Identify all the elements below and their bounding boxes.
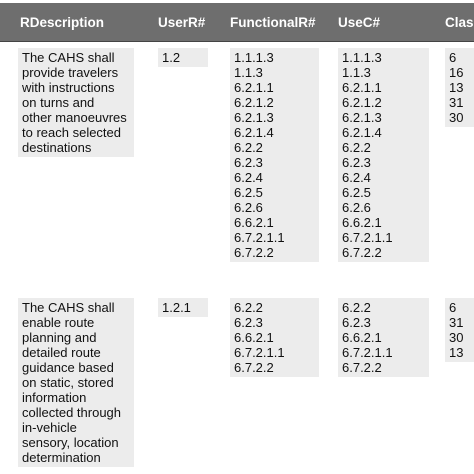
cell-line: 6.6.2.1 bbox=[234, 215, 274, 230]
table-cell: 6.2.2 6.2.3 6.6.2.1 6.7.2.1.1 6.7.2.2 bbox=[230, 298, 319, 377]
cell-line: 6.2.2 bbox=[342, 300, 371, 315]
cell-line: 6.7.2.1.1 bbox=[234, 345, 285, 360]
cell-line: 31 bbox=[449, 315, 464, 330]
cell-line: The CAHS shall bbox=[22, 300, 115, 315]
cell-line: 6.2.1.4 bbox=[234, 125, 274, 140]
cell-line: determination bbox=[22, 450, 101, 465]
table-cell: 1.2 bbox=[158, 48, 208, 67]
cell-line: 1.1.3 bbox=[342, 65, 371, 80]
table-cell: 1.1.1.3 1.1.3 6.2.1.1 6.2.1.2 6.2.1.3 6.2.1.4… bbox=[230, 48, 319, 262]
cell-line: 6.2.5 bbox=[342, 185, 371, 200]
cell-line: 1.1.1.3 bbox=[234, 50, 274, 65]
cell-line: detailed route bbox=[22, 345, 101, 360]
table-cell: 1.2.1 bbox=[158, 298, 208, 317]
cell-line: on turns and bbox=[22, 95, 95, 110]
cell-line: 6.2.3 bbox=[234, 315, 263, 330]
cell-line: 6.2.5 bbox=[234, 185, 263, 200]
cell-line: 30 bbox=[449, 110, 464, 125]
table-cell: 6 16 13 31 30 bbox=[445, 48, 474, 127]
table-cell: The CAHS shall enable route planning and de… bbox=[18, 298, 134, 467]
cell-line: 13 bbox=[449, 80, 464, 95]
cell-line: 6.2.2 bbox=[342, 140, 371, 155]
cell-line: The CAHS shall bbox=[22, 50, 115, 65]
cell-line: 6.2.4 bbox=[342, 170, 371, 185]
cell-line: 6.2.1.2 bbox=[234, 95, 274, 110]
cell-line: enable route bbox=[22, 315, 95, 330]
cell-line: 6 bbox=[449, 300, 457, 315]
cell-line: 31 bbox=[449, 95, 464, 110]
cell-line: 6.2.1.3 bbox=[234, 110, 274, 125]
cell-line: 6.6.2.1 bbox=[342, 330, 382, 345]
cell-line: 30 bbox=[449, 330, 464, 345]
cell-line: 6.2.1.2 bbox=[342, 95, 382, 110]
cell-line: with instructions bbox=[22, 80, 115, 95]
table-cell: 6 31 30 13 bbox=[445, 298, 474, 362]
column-header: UseC# bbox=[338, 15, 381, 30]
cell-line: to reach selected bbox=[22, 125, 122, 140]
cell-line: destinations bbox=[22, 140, 92, 155]
cell-line: 1.2 bbox=[162, 50, 181, 65]
cell-line: sensory, location bbox=[22, 435, 119, 450]
cell-line: 6.2.2 bbox=[234, 300, 263, 315]
cell-line: 6 bbox=[449, 50, 457, 65]
table-cell: 6.2.2 6.2.3 6.6.2.1 6.7.2.1.1 6.7.2.2 bbox=[338, 298, 429, 377]
cell-line: other manoeuvres bbox=[22, 110, 127, 125]
column-header: Class bbox=[445, 15, 474, 30]
cell-line: 1.1.1.3 bbox=[342, 50, 382, 65]
cell-line: collected through bbox=[22, 405, 122, 420]
cell-line: 16 bbox=[449, 65, 464, 80]
cell-line: 6.7.2.2 bbox=[234, 360, 274, 375]
cell-line: 1.2.1 bbox=[162, 300, 191, 315]
cell-line: 6.7.2.2 bbox=[342, 360, 382, 375]
cell-line: 6.6.2.1 bbox=[342, 215, 382, 230]
cell-line: 1.1.3 bbox=[234, 65, 263, 80]
table-cell: The CAHS shall provide travelers with inst… bbox=[18, 48, 134, 157]
cell-line: provide travelers bbox=[22, 65, 119, 80]
cell-line: 6.2.1.3 bbox=[342, 110, 382, 125]
cell-line: in-vehicle bbox=[22, 420, 77, 435]
cell-line: 6.7.2.1.1 bbox=[234, 230, 285, 245]
cell-line: 13 bbox=[449, 345, 464, 360]
table-cell: 1.1.1.3 1.1.3 6.2.1.1 6.2.1.2 6.2.1.3 6.2.1.4… bbox=[338, 48, 429, 262]
cell-line: 6.2.1.1 bbox=[234, 80, 274, 95]
cell-line: 6.7.2.2 bbox=[234, 245, 274, 260]
cell-line: information bbox=[22, 390, 87, 405]
cell-line: 6.7.2.1.1 bbox=[342, 345, 393, 360]
column-header: FunctionalR# bbox=[230, 15, 316, 30]
cell-line: 6.2.3 bbox=[234, 155, 263, 170]
cell-line: 6.2.1.4 bbox=[342, 125, 382, 140]
column-header: RDescription bbox=[20, 15, 105, 30]
cell-line: 6.2.2 bbox=[234, 140, 263, 155]
cell-line: 6.2.6 bbox=[342, 200, 371, 215]
cell-line: 6.2.1.1 bbox=[342, 80, 382, 95]
cell-line: 6.7.2.1.1 bbox=[342, 230, 393, 245]
cell-line: 6.7.2.2 bbox=[342, 245, 382, 260]
column-header: UserR# bbox=[158, 15, 206, 30]
cell-line: 6.6.2.1 bbox=[234, 330, 274, 345]
cell-line: 6.2.3 bbox=[342, 155, 371, 170]
header-row: RDescription UserR# FunctionalR# UseC# Class bbox=[0, 3, 474, 42]
cell-line: guidance based bbox=[22, 360, 114, 375]
cell-line: on static, stored bbox=[22, 375, 114, 390]
cell-line: planning and bbox=[22, 330, 97, 345]
cell-line: 6.2.3 bbox=[342, 315, 371, 330]
cell-line: 6.2.4 bbox=[234, 170, 263, 185]
cell-line: 6.2.6 bbox=[234, 200, 263, 215]
